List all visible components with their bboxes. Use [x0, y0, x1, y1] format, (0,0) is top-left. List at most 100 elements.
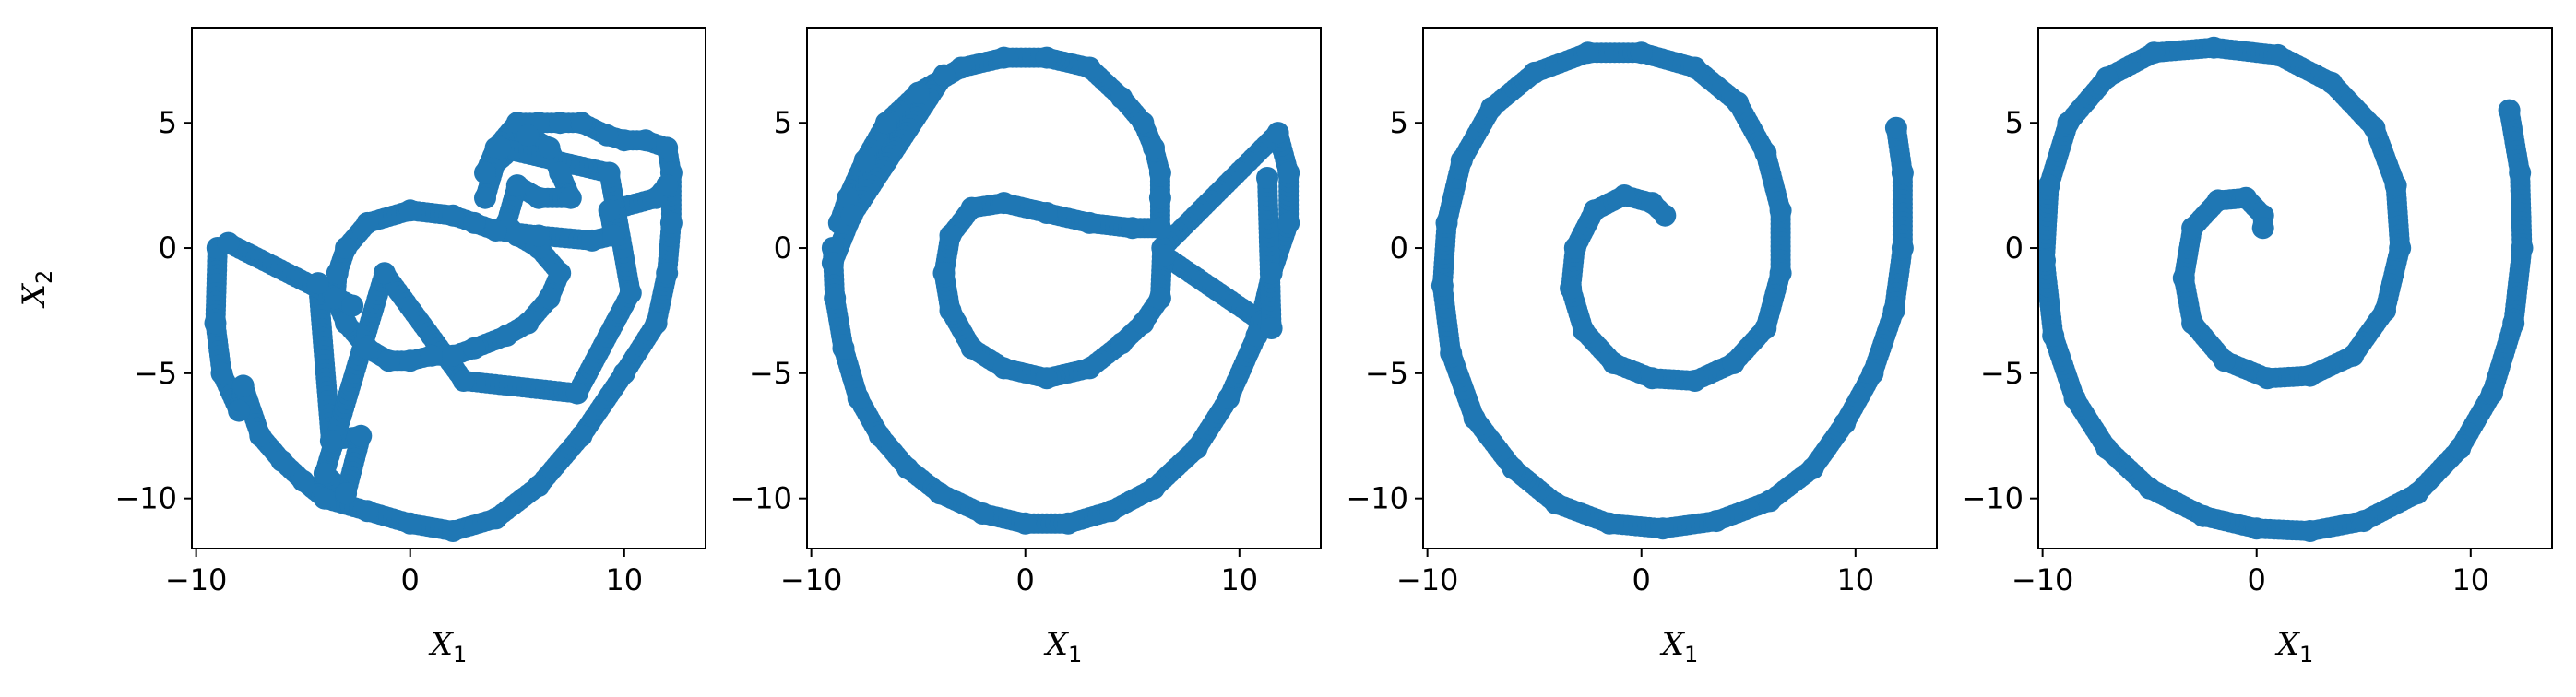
data-point	[1884, 116, 1907, 139]
data-point	[1654, 204, 1677, 227]
x-axis-label: X1	[428, 626, 468, 667]
y-tick-label: −10	[1346, 481, 1408, 516]
data-point	[1801, 457, 1824, 480]
data-point	[442, 520, 465, 542]
data-point	[2172, 266, 2195, 289]
data-point	[565, 382, 588, 405]
y-tick-label: 0	[774, 230, 792, 266]
data-point	[398, 512, 421, 535]
y-tick-label: 5	[1390, 105, 1408, 140]
data-point	[1153, 244, 1176, 267]
data-point	[832, 337, 855, 360]
data-point	[659, 211, 683, 234]
data-point	[505, 224, 528, 247]
y-tick-label: 5	[774, 105, 792, 140]
data-point	[874, 112, 897, 135]
data-point	[596, 124, 619, 147]
data-point	[1078, 357, 1101, 380]
data-point	[960, 196, 983, 219]
data-point	[1035, 367, 1058, 390]
data-point	[1143, 477, 1165, 500]
subplot-1: −10 0 10 5 0 −5 −10 X1 X2	[16, 27, 706, 667]
x-axis-label: X1	[1659, 626, 1699, 667]
data-point	[2374, 299, 2396, 322]
y-tick-label: −5	[134, 356, 177, 391]
data-point	[1705, 510, 1727, 533]
data-point	[2213, 349, 2236, 372]
data-point	[452, 370, 475, 392]
data-point	[1435, 211, 1458, 234]
data-point	[2202, 36, 2226, 59]
data-point	[896, 457, 920, 480]
data-point	[549, 112, 572, 135]
data-point	[356, 500, 379, 523]
data-point	[1641, 367, 1664, 390]
data-point	[2405, 482, 2428, 505]
data-point	[2509, 161, 2532, 184]
data-point	[474, 161, 496, 184]
scatter-points	[204, 112, 683, 542]
data-point	[1057, 512, 1080, 535]
data-point	[1148, 217, 1171, 240]
data-point	[602, 224, 625, 247]
data-point	[1891, 237, 1914, 259]
data-point	[442, 344, 465, 367]
axes-frame	[806, 27, 1322, 549]
x-tick-label: 10	[605, 562, 643, 597]
x-tick-label: 0	[1016, 562, 1035, 597]
data-point	[1727, 91, 1750, 114]
y-tick-label: −5	[1980, 356, 2024, 391]
axes-frame	[2037, 27, 2553, 549]
data-point	[2063, 387, 2086, 409]
data-point	[2384, 174, 2407, 197]
data-point	[992, 46, 1015, 69]
data-point	[1630, 41, 1653, 65]
data-point	[1266, 122, 1289, 145]
data-point	[1110, 332, 1134, 355]
data-point	[960, 337, 983, 360]
data-point	[570, 112, 593, 135]
data-point	[1576, 41, 1599, 65]
data-point	[210, 361, 233, 384]
data-point	[847, 387, 870, 409]
data-point	[992, 192, 1015, 215]
scatter-points	[1430, 41, 1914, 540]
data-point	[1891, 161, 1914, 184]
data-point	[1754, 317, 1777, 339]
data-point	[992, 357, 1015, 380]
data-point	[373, 262, 396, 285]
data-point	[335, 482, 358, 505]
data-point	[495, 325, 518, 348]
data-point	[2042, 325, 2065, 348]
data-point	[1132, 312, 1155, 335]
axes-frame	[191, 27, 706, 549]
data-point	[1502, 457, 1525, 480]
x-tick-label: 10	[1836, 562, 1874, 597]
y-tick-label: 0	[2005, 230, 2024, 266]
data-point	[598, 199, 621, 222]
data-point	[1563, 237, 1586, 259]
data-point	[2206, 189, 2229, 212]
data-point	[612, 129, 635, 152]
data-point	[1143, 136, 1165, 159]
data-point	[1035, 46, 1058, 69]
data-point	[516, 312, 540, 335]
data-point	[398, 349, 421, 372]
data-point	[1450, 149, 1473, 171]
y-axis-label: X2	[16, 270, 57, 310]
subplot-2: −10 0 10 5 0 −5 −10 X1	[730, 27, 1322, 667]
subplot-3: −10 0 10 5 0 −5 −10 X1	[1346, 27, 1938, 667]
x-tick-label: −10	[1396, 562, 1459, 597]
data-point	[356, 337, 379, 360]
data-point	[2251, 217, 2274, 240]
data-point	[291, 469, 315, 492]
data-point	[1121, 217, 1144, 240]
data-point	[581, 229, 603, 252]
data-point	[1834, 412, 1857, 435]
data-point	[656, 136, 679, 159]
y-tick-label: −10	[730, 481, 792, 516]
data-point	[928, 482, 951, 505]
data-point	[313, 487, 336, 510]
data-point	[474, 186, 496, 209]
subplot-4: −10 0 10 5 0 −5 −10 X1	[1961, 27, 2553, 667]
